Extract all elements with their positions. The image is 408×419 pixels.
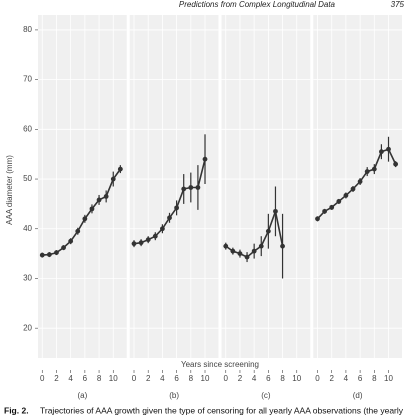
panel-background [129,15,219,358]
panel-label: (a) [77,391,87,400]
x-tick-label: 6 [358,374,363,383]
mean-point [202,156,208,162]
mean-point [46,252,52,258]
panel-background [313,15,402,358]
x-tick-label: 8 [189,374,194,383]
mean-point [61,245,66,251]
caption-text: Trajectories of AAA growth given the typ… [40,405,404,415]
x-tick-label: 2 [54,374,59,383]
x-tick-label: 0 [40,374,45,383]
x-tick-label: 4 [160,374,165,383]
x-tick-label: 4 [344,374,349,383]
x-tick-label: 8 [280,374,285,383]
mean-point [96,197,102,203]
panel-background [38,15,127,358]
mean-point [223,243,229,249]
mean-point [315,216,320,222]
panel-label: (d) [353,391,363,400]
mean-point [379,149,384,155]
y-tick-label: 60 [23,124,32,133]
x-tick-label: 0 [224,374,229,383]
y-tick-label: 70 [23,75,32,84]
mean-point [54,250,59,256]
mean-point [195,185,201,190]
x-tick-label: 6 [174,374,179,383]
mean-point [152,233,158,239]
mean-point [251,248,257,254]
mean-point [343,193,349,198]
mean-point [160,226,165,232]
mean-point [138,240,144,246]
mean-point [75,228,81,234]
mean-point [393,161,399,167]
x-tick-label: 4 [252,374,257,383]
running-head: Predictions from Complex Longitudinal Da… [179,0,336,9]
mean-point [230,248,236,254]
mean-point [258,243,264,249]
x-tick-label: 8 [97,374,102,383]
x-tick-label: 6 [83,374,88,383]
x-tick-label: 0 [315,374,320,383]
mean-point [322,208,328,214]
y-tick-label: 80 [23,25,32,34]
mean-point [364,169,370,174]
mean-point [145,237,151,243]
mean-point [188,185,194,190]
x-tick-label: 2 [146,374,151,383]
mean-point [265,228,271,234]
mean-point [181,186,187,192]
panel-label: (b) [169,391,179,400]
x-tick-label: 10 [384,374,393,383]
mean-point [357,179,363,184]
mean-point [280,243,285,249]
caption-label: Fig. 2. [4,405,29,415]
mean-point [117,166,123,172]
mean-point [131,241,137,247]
x-tick-label: 2 [329,374,334,383]
y-tick-label: 30 [23,274,32,283]
x-axis-label: Years since screening [181,360,259,369]
x-tick-label: 10 [109,374,118,383]
x-tick-label: 0 [132,374,137,383]
x-tick-label: 2 [238,374,243,383]
mean-point [167,215,172,221]
x-tick-label: 4 [68,374,73,383]
mean-point [273,208,278,214]
mean-point [350,186,356,192]
x-tick-label: 6 [266,374,271,383]
y-axis-label: AAA diameter (mm) [5,155,14,225]
y-tick-label: 50 [23,174,32,183]
x-tick-label: 8 [372,374,377,383]
y-tick-label: 20 [23,323,32,332]
mean-point [174,205,180,211]
mean-point [82,216,88,222]
page-number: 375 [391,0,405,9]
panel-label: (c) [261,391,271,400]
mean-point [237,251,243,257]
mean-point [89,206,95,212]
mean-point [244,254,250,260]
panel-background [221,15,311,358]
mean-point [336,199,342,204]
mean-point [68,238,74,244]
mean-point [386,146,391,152]
mean-point [103,194,109,199]
mean-point [39,252,45,258]
y-tick-label: 40 [23,224,32,233]
mean-point [110,176,116,182]
x-tick-label: 10 [201,374,210,383]
mean-point [329,204,335,210]
mean-point [371,166,377,172]
x-tick-label: 10 [292,374,301,383]
